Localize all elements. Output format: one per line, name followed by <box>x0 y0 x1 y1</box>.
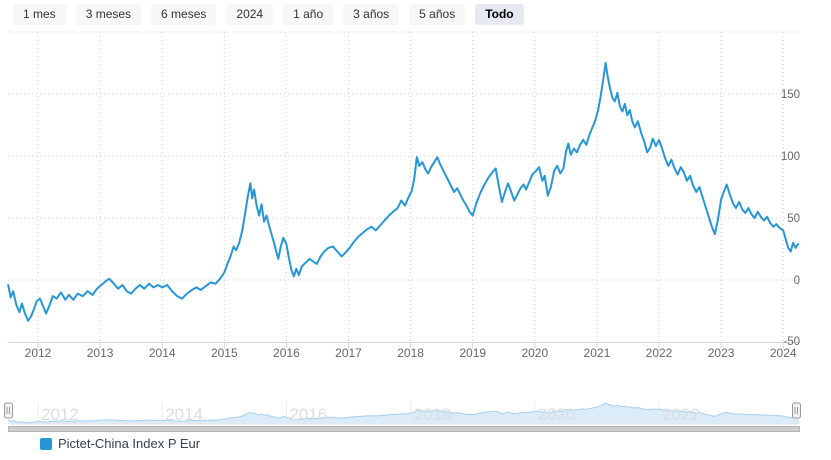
x-axis-label: 2015 <box>211 346 238 360</box>
x-axis-label: 2020 <box>521 346 548 360</box>
range-button-5-anos[interactable]: 5 años <box>409 4 466 25</box>
range-button-3-meses[interactable]: 3 meses <box>75 4 142 25</box>
range-button-6-meses[interactable]: 6 meses <box>151 4 217 25</box>
range-button-3-anos[interactable]: 3 años <box>343 4 400 25</box>
navigator-year-label: 2018 <box>414 405 452 424</box>
legend-label: Pictet-China Index P Eur <box>58 436 201 451</box>
scrollbar-thumb[interactable] <box>8 426 800 432</box>
navigator-handle-left[interactable] <box>4 402 13 419</box>
x-axis-label: 2021 <box>584 346 611 360</box>
x-axis-label: 2023 <box>708 346 735 360</box>
x-axis-label: 2012 <box>25 346 52 360</box>
x-axis-label: 2018 <box>397 346 424 360</box>
legend-swatch <box>40 437 52 450</box>
navigator-year-label: 2014 <box>165 405 203 424</box>
navigator-year-label: 2016 <box>289 405 327 424</box>
x-axis-label: 2019 <box>459 346 486 360</box>
y-axis-label: 0 <box>794 275 800 287</box>
legend-item-pictet-china[interactable]: Pictet-China Index P Eur <box>40 436 200 451</box>
navigator-year-label: 2012 <box>41 405 79 424</box>
range-button-2024[interactable]: 2024 <box>226 4 274 25</box>
navigator-year-label: 2020 <box>538 405 576 424</box>
range-button-todo[interactable]: Todo <box>475 4 524 25</box>
navigator-year-label: 2022 <box>662 405 700 424</box>
range-button-1-mes[interactable]: 1 mes <box>13 4 66 25</box>
y-axis-label: 50 <box>787 213 800 225</box>
navigator-area <box>8 403 800 424</box>
x-axis-label: 2014 <box>149 346 176 360</box>
navigator-line <box>8 402 799 424</box>
legend: Pictet-China Index P Eur <box>40 436 200 451</box>
series-line <box>7 62 800 322</box>
y-axis-label: -50 <box>783 336 800 348</box>
x-axis-label: 2017 <box>335 346 362 360</box>
x-axis-label: 2013 <box>87 346 114 360</box>
navigator-handle-right[interactable] <box>792 402 801 419</box>
x-axis-label: 2022 <box>646 346 673 360</box>
x-axis-label: 2016 <box>273 346 300 360</box>
y-axis-label: 150 <box>781 89 800 101</box>
y-axis-label: 100 <box>781 151 800 163</box>
range-button-1-ano[interactable]: 1 año <box>283 4 334 25</box>
x-axis-label: 2024 <box>770 346 797 360</box>
range-selector: 1 mes 3 meses 6 meses 2024 1 año 3 años … <box>13 4 524 25</box>
